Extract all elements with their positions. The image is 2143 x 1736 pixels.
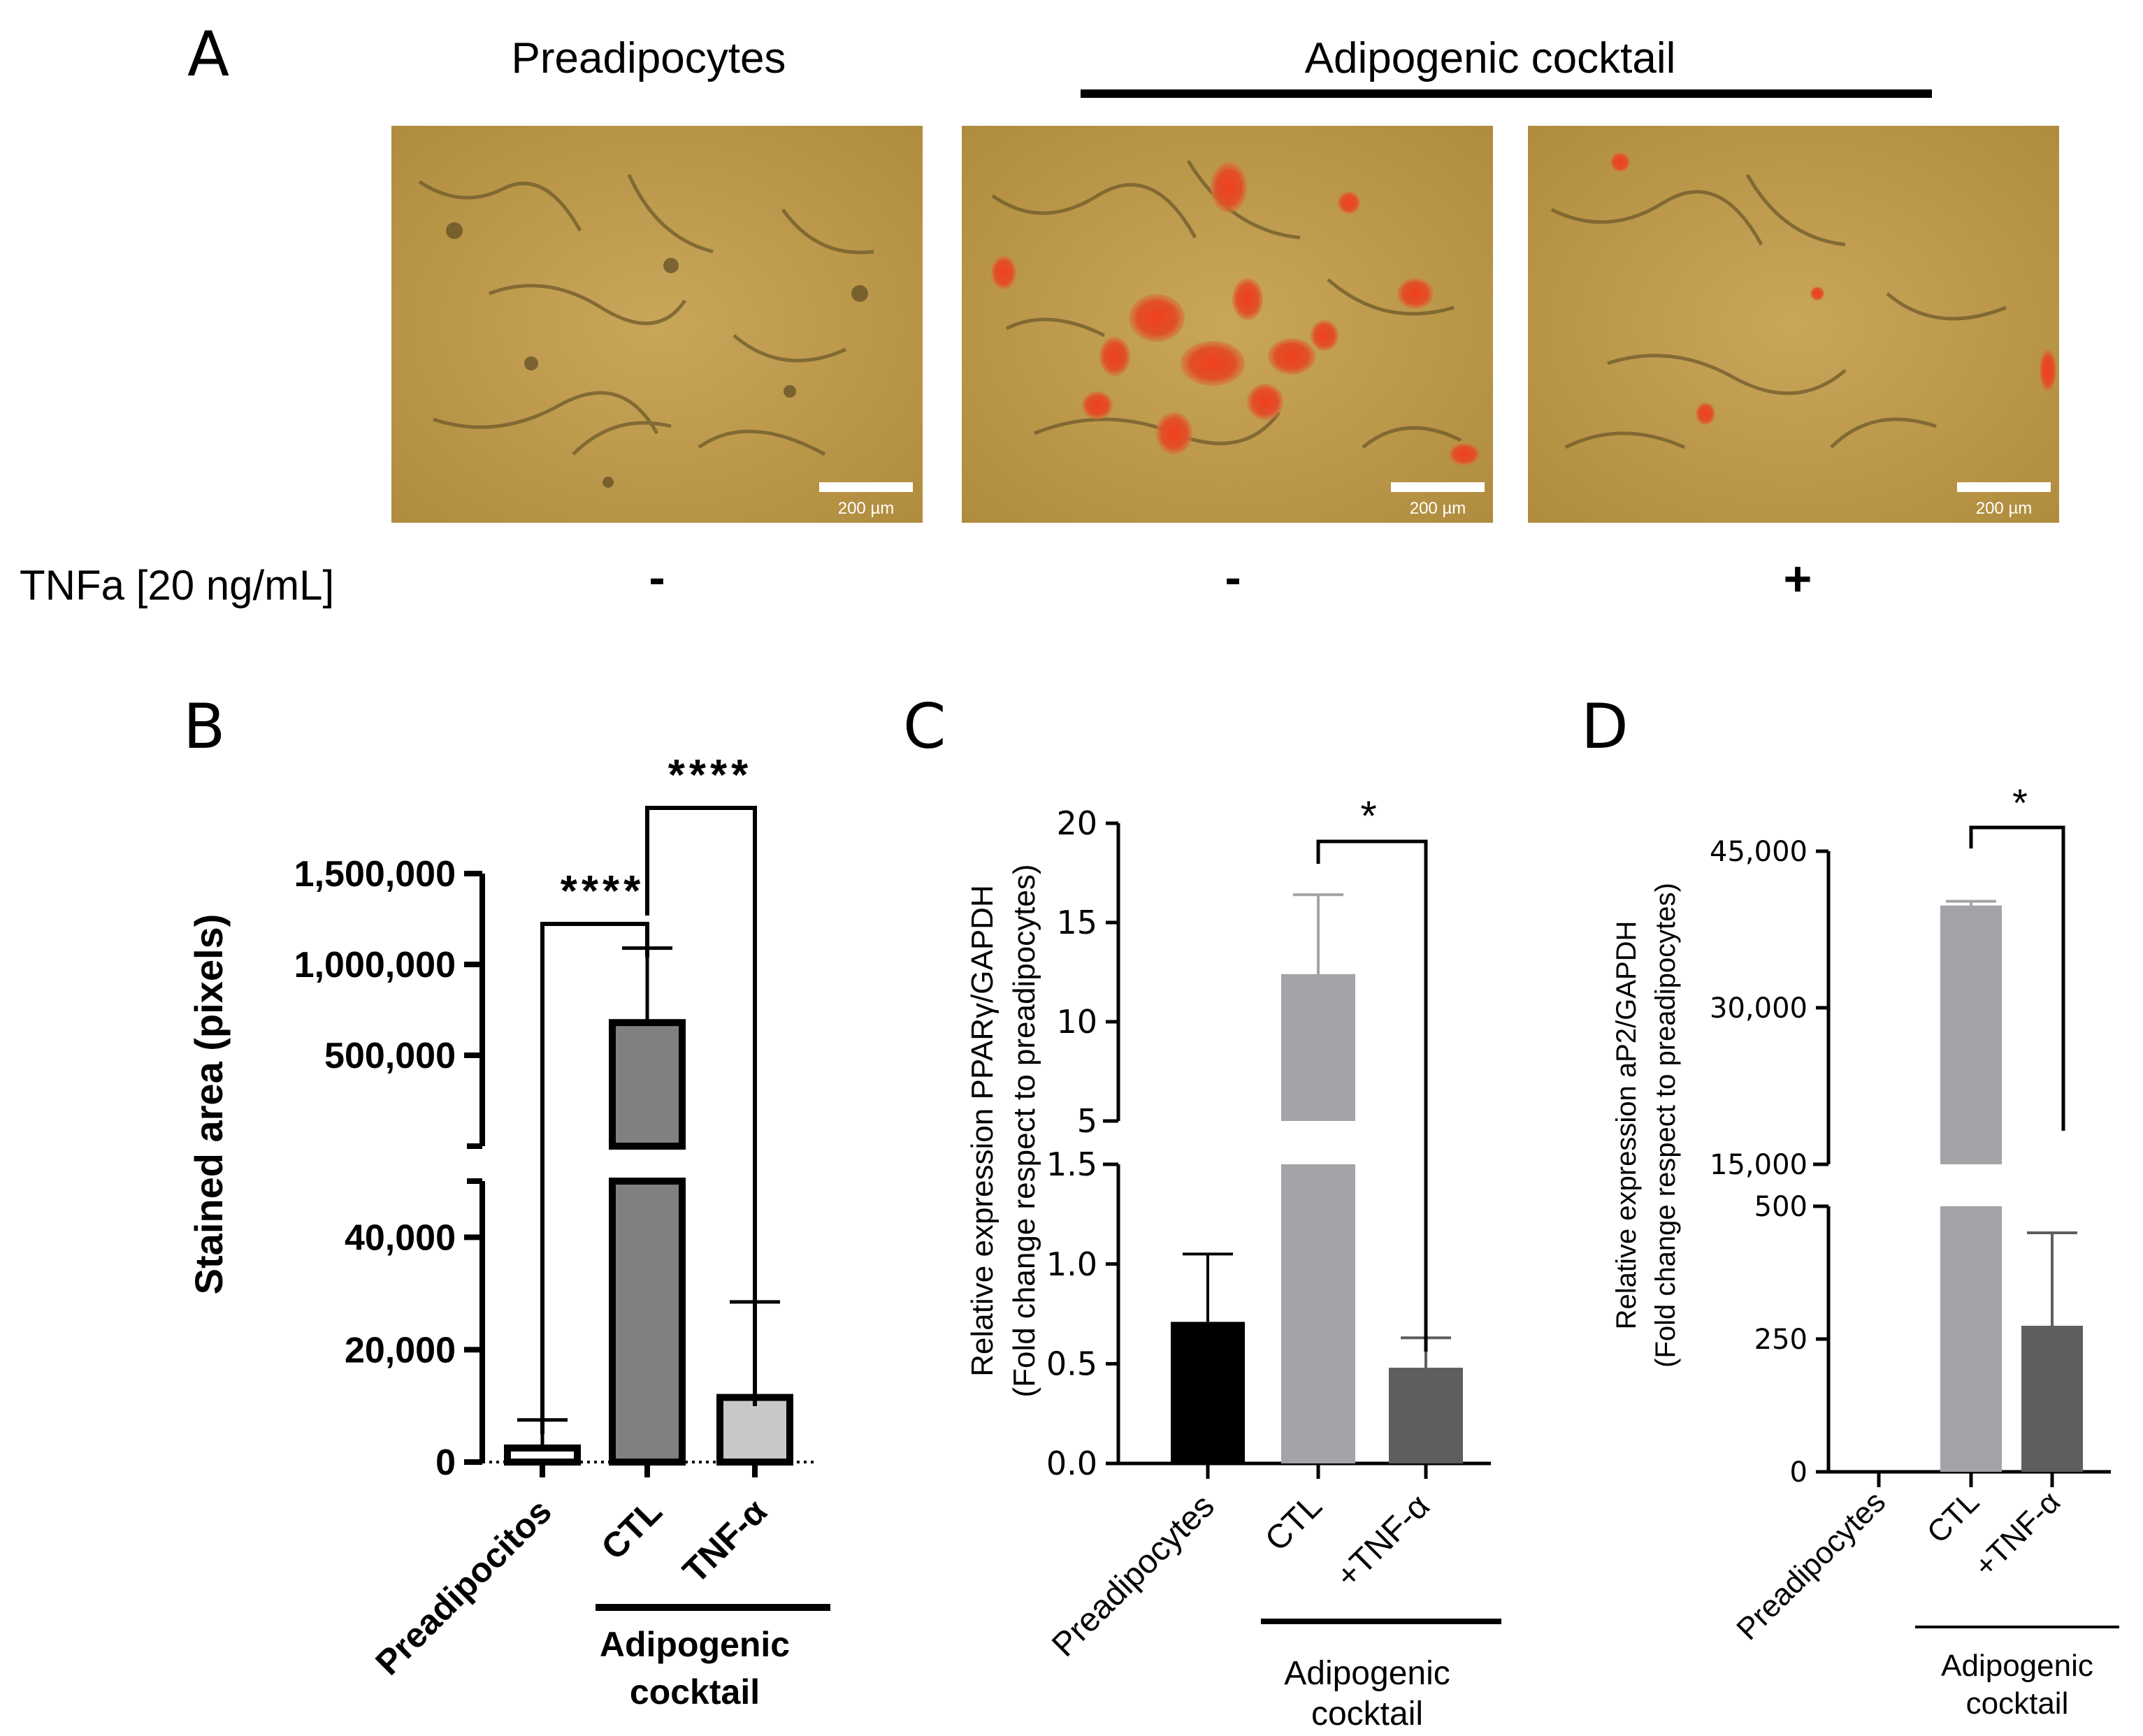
panel-c: C Relative expression PPARγ/GAPDH (Fold … (903, 690, 1501, 1733)
chart-b-significance-bracket-0 (540, 922, 649, 1434)
chart-c-ytick-label-upper-0: 5 (1077, 1102, 1097, 1140)
chart-b-ylabel: Stained area (pixels) (187, 914, 231, 1295)
chart-c-category-2: CTL (1258, 1487, 1329, 1558)
chart-c-significance: * (1360, 793, 1376, 839)
treatment-sign-1: - (649, 550, 665, 605)
chart-d-significance-bracket-0 (1969, 825, 2065, 1131)
treatment-label: TNFa [20 ng/mL] (20, 562, 334, 609)
chart-d-ytick-label-lower-0: 0 (1790, 1456, 1808, 1489)
scale-bar-label-2: 200 µm (1410, 499, 1466, 518)
chart-b-bar-1-upper (609, 1019, 686, 1150)
scale-bar-label-1: 200 µm (838, 499, 895, 518)
chart-d-category-3: +TNF-α (1968, 1484, 2067, 1584)
chart-c-bar-0 (1171, 1322, 1245, 1463)
micrograph-ctl: 200 µm (962, 126, 1493, 523)
chart-c-ytick-label-upper-1: 10 (1056, 1003, 1097, 1041)
chart-d-ytick-label-lower-1: 250 (1754, 1324, 1808, 1356)
chart-b-ytick-label-lower-1: 20,000 (345, 1330, 456, 1370)
chart-b-ytick-label-lower-2: 40,000 (345, 1218, 456, 1259)
chart-c-bars (1171, 839, 1463, 1479)
chart-d-ytick-label-upper-2: 45,000 (1710, 836, 1808, 868)
chart-d-ytick-label-upper-1: 30,000 (1710, 992, 1808, 1025)
chart-b-ytick-label-lower-0: 0 (435, 1442, 456, 1483)
header-adipogenic-cocktail: Adipogenic cocktail (1305, 34, 1676, 82)
chart-c-ytick-label-upper-2: 15 (1056, 904, 1097, 941)
chart-c-ylabel-1: Relative expression PPARγ/GAPDH (965, 885, 1000, 1376)
chart-d-significance: * (2012, 781, 2028, 825)
chart-c-bar-1-lower (1281, 1164, 1355, 1463)
panel-label-b: B (183, 690, 225, 762)
chart-b-significance-bracket-1 (645, 806, 757, 1406)
chart-c-ytick-label-upper-3: 20 (1056, 804, 1097, 842)
chart-b-category-1: Preadipocitos (368, 1491, 558, 1682)
chart-b-ytick-label-upper-0: 500,000 (324, 1036, 456, 1076)
chart-b-bar-2 (716, 1394, 793, 1466)
chart-c-bar-2 (1389, 1368, 1463, 1463)
chart-b-bar-1-lower (609, 1178, 686, 1466)
chart-d-ylabel-1: Relative expression aP2/GAPDH (1611, 921, 1642, 1330)
chart-b-category-3: TNF-α (675, 1491, 774, 1591)
chart-c-axes: 0.0 0.5 1.0 1.5 5 10 15 20 (1046, 804, 1491, 1482)
chart-c-significance-bracket-0 (1316, 839, 1428, 1352)
chart-b-group-label-2: cocktail (630, 1672, 760, 1712)
chart-d-bar-1-lower (1940, 1206, 2002, 1472)
panel-label-a: A (187, 18, 229, 90)
treatment-sign-3: + (1784, 551, 1812, 606)
chart-d-bars (1848, 825, 2083, 1487)
panel-label-c: C (903, 690, 946, 762)
chart-d-bar-0 (1848, 1471, 1910, 1472)
chart-b-ytick-label-upper-2: 1,500,000 (294, 854, 456, 895)
chart-b-significance-1: **** (561, 867, 645, 916)
panel-a: A Preadipocytes Adipogenic cocktail 200 … (20, 18, 2059, 609)
micrograph-preadipocytes: 200 µm (391, 126, 923, 523)
chart-c-ytick-label-lower-2: 1.0 (1046, 1245, 1097, 1283)
chart-c-bar-1-upper (1281, 974, 1355, 1121)
chart-b-ytick-label-upper-1: 1,000,000 (294, 945, 456, 985)
treatment-sign-2: - (1225, 550, 1241, 605)
chart-d-ylabel-2: (Fold change respect to preadipocytes) (1650, 883, 1681, 1368)
chart-c-ytick-label-lower-3: 1.5 (1046, 1145, 1097, 1183)
chart-d-bar-1-upper (1940, 905, 2002, 1164)
scale-bar-label-3: 200 µm (1976, 499, 2033, 518)
panel-b: B Stained area (pixels) 0 20,000 40,000 500… (183, 690, 830, 1712)
chart-b-axes: 0 20,000 40,000 500,000 1,000,000 1,500,000 (294, 854, 818, 1483)
chart-d-group-label-1: Adipogenic (1941, 1649, 2093, 1683)
chart-b-bar-0 (504, 1444, 581, 1466)
chart-d-axes: 0 250 500 15,000 30,000 45,000 (1710, 836, 2111, 1489)
chart-d-group-label-2: cocktail (1966, 1686, 2069, 1721)
panel-d: D Relative expression aP2/GAPDH (Fold ch… (1581, 690, 2119, 1721)
chart-d-category-2: CTL (1921, 1484, 1986, 1549)
chart-c-category-1: Preadipocytes (1045, 1487, 1222, 1664)
chart-d-category-1: Preadipocytes (1730, 1484, 1892, 1647)
chart-d-ytick-label-upper-0: 15,000 (1710, 1149, 1808, 1181)
chart-b-group-label-1: Adipogenic (600, 1625, 790, 1664)
chart-c-group-label-2: cocktail (1311, 1695, 1423, 1733)
chart-d-bar-2 (2021, 1326, 2083, 1472)
chart-c-group-label-1: Adipogenic (1284, 1655, 1450, 1692)
chart-d-ytick-label-lower-2: 500 (1754, 1191, 1808, 1223)
header-preadipocytes: Preadipocytes (512, 34, 786, 82)
chart-b-category-2: CTL (593, 1491, 669, 1567)
micrograph-tnf: 200 µm (1528, 126, 2059, 523)
panel-label-d: D (1581, 690, 1629, 762)
chart-c-category-3: +TNF-α (1329, 1487, 1437, 1595)
chart-b-significance-2: **** (668, 751, 753, 800)
chart-c-ytick-label-lower-1: 0.5 (1046, 1345, 1097, 1382)
chart-b-bars (504, 806, 793, 1477)
chart-c-ylabel-2: (Fold change respect to preadipocytes) (1007, 864, 1041, 1397)
chart-c-ytick-label-lower-0: 0.0 (1046, 1445, 1097, 1482)
